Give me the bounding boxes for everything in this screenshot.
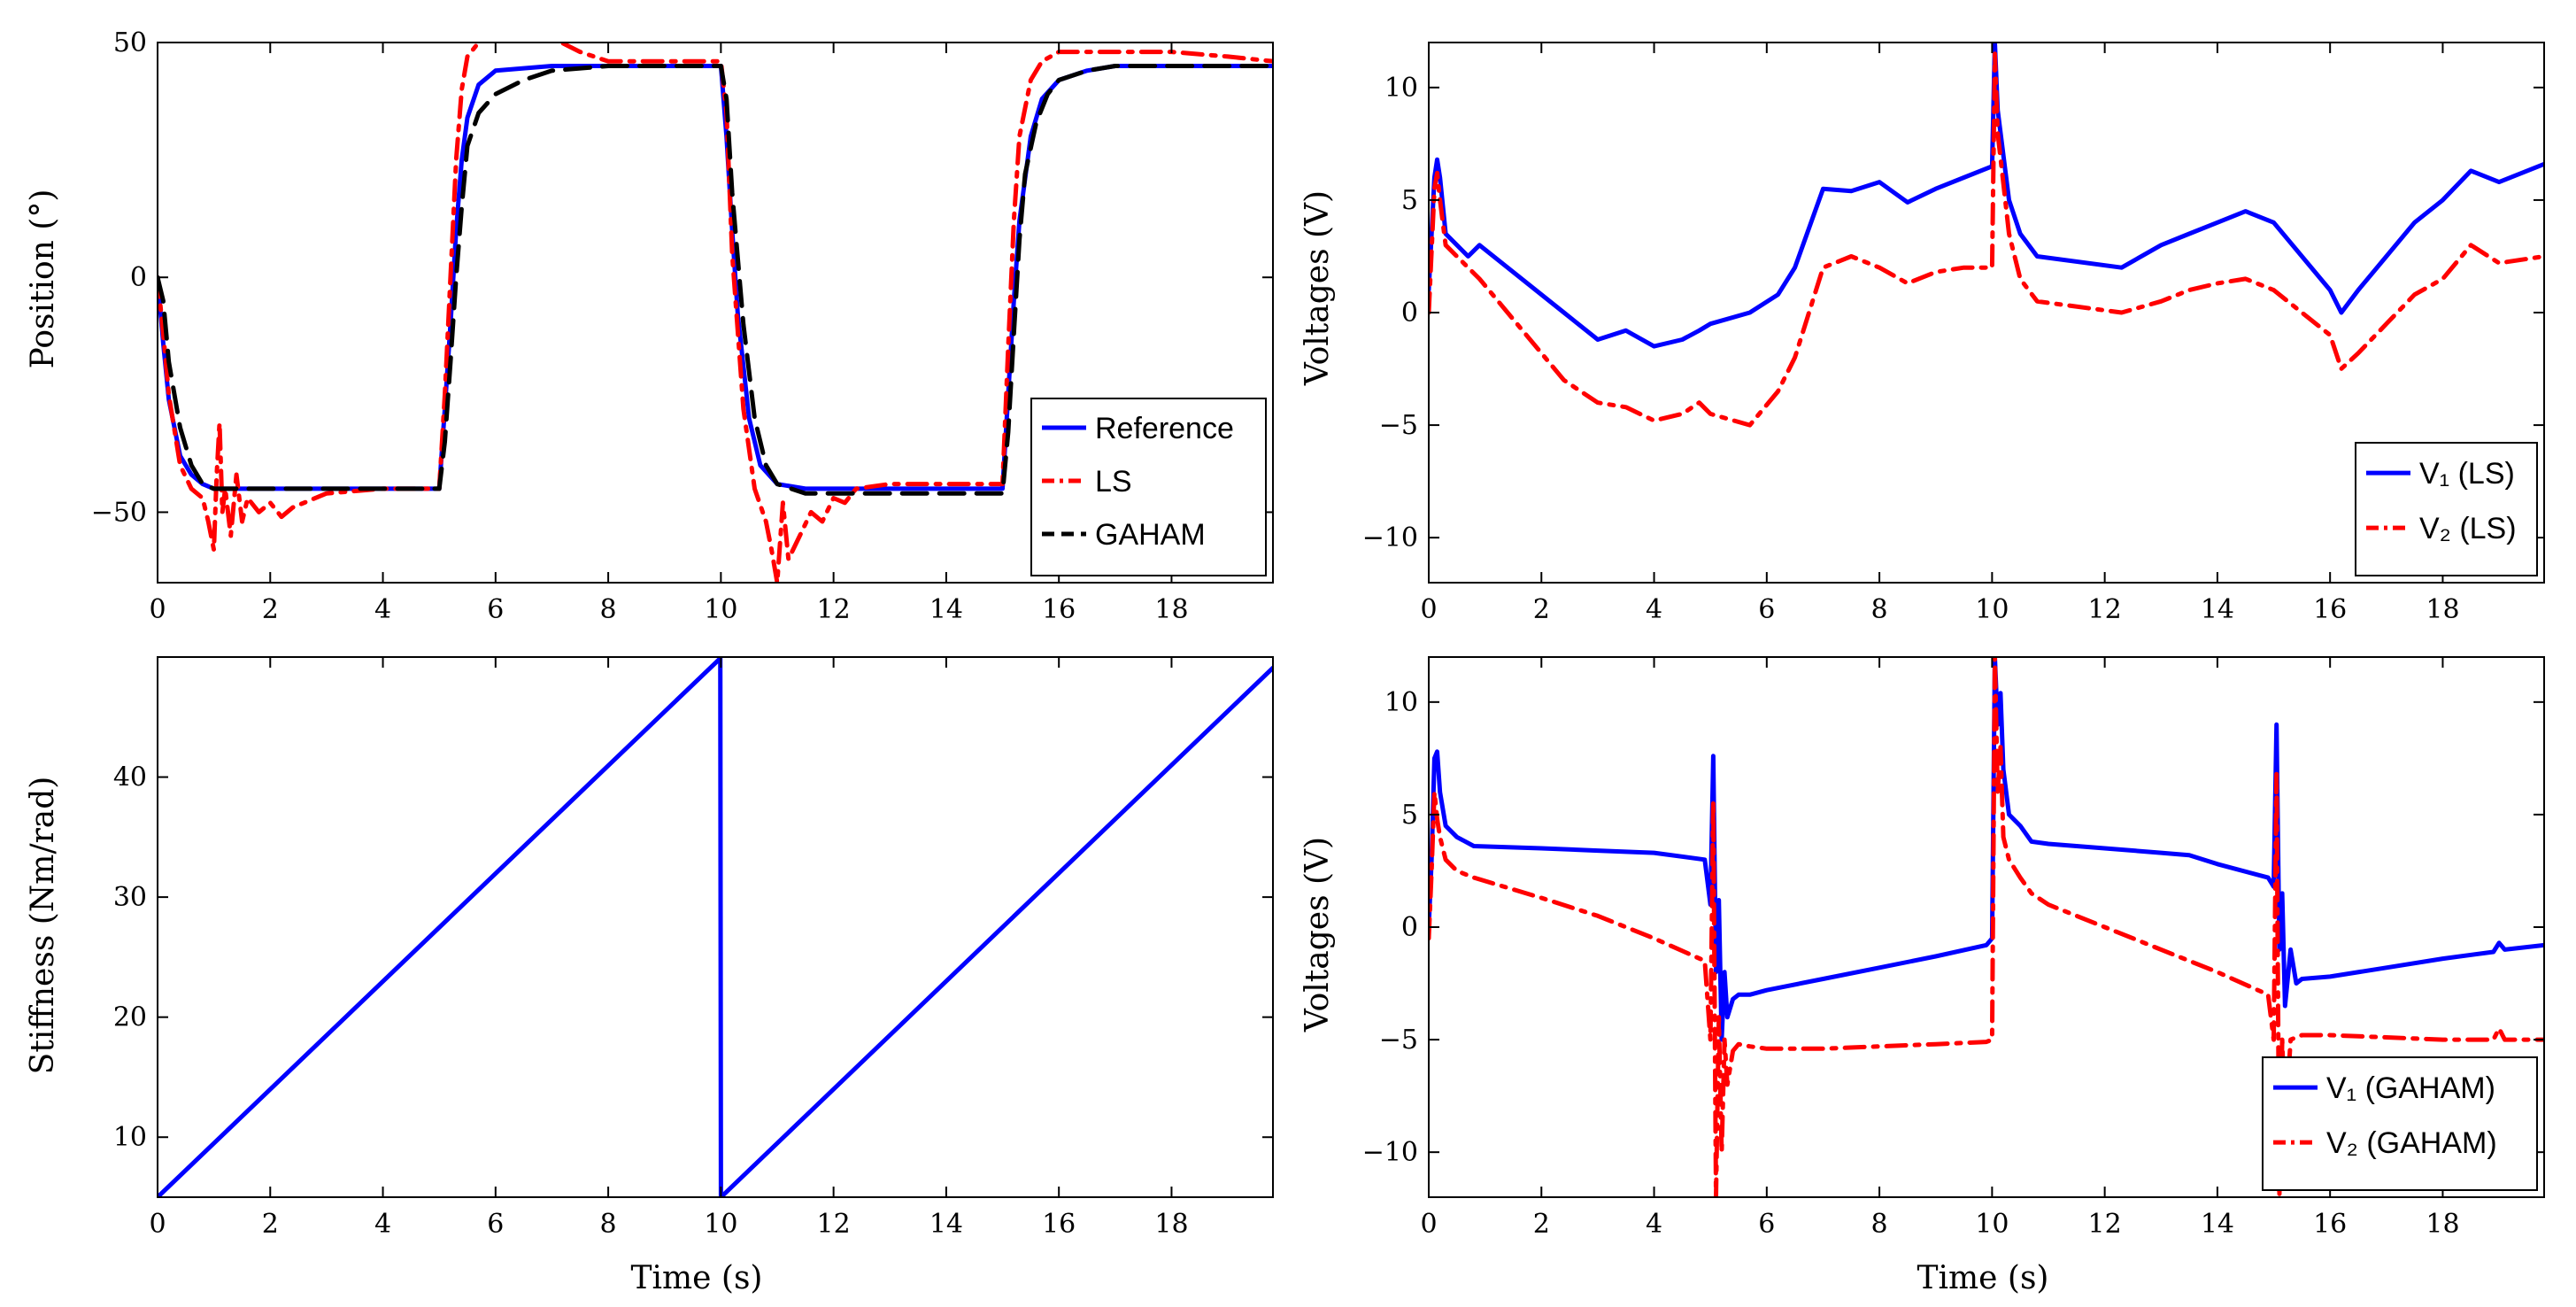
y-tick-label: −10	[1362, 522, 1418, 553]
x-tick-label: 4	[374, 594, 391, 625]
x-tick-label: 14	[929, 1209, 963, 1240]
x-tick-label: 8	[600, 594, 617, 625]
x-tick-label: 2	[1533, 594, 1550, 625]
legend-label: GAHAM	[1095, 518, 1206, 552]
x-tick-label: 4	[1646, 594, 1662, 625]
plot-area	[158, 43, 1273, 583]
y-tick-label: 10	[1384, 73, 1418, 104]
xlabel: Time (s)	[1917, 1260, 2049, 1296]
x-tick-label: 12	[817, 1209, 851, 1240]
x-tick-label: 10	[1975, 1209, 2009, 1240]
x-tick-label: 16	[2313, 594, 2347, 625]
legend: V₁ (GAHAM) V₂ (GAHAM)	[2262, 1056, 2538, 1191]
ylabel: Position (°)	[25, 189, 61, 369]
y-tick-label: 30	[113, 882, 147, 913]
x-tick-label: 6	[487, 1209, 504, 1240]
x-tick-label: 14	[2201, 594, 2234, 625]
x-tick-label: 6	[1758, 594, 1775, 625]
y-tick-label: 10	[113, 1122, 147, 1153]
x-tick-label: 0	[149, 1209, 166, 1240]
legend-label: V₁ (LS)	[2419, 457, 2515, 491]
x-tick-label: 2	[1533, 1209, 1550, 1240]
plot-area	[1429, 43, 2544, 428]
x-tick-label: 12	[2088, 1209, 2122, 1240]
panel-stiffness: Stiffness (Nm/rad) Time (s) 0 2 4 6 8 10 12 14 1…	[25, 656, 1274, 1296]
series-line-0	[1429, 657, 2544, 1042]
y-tick-label: 20	[113, 1002, 147, 1033]
x-tick-label: 18	[2426, 594, 2459, 625]
y-tick-label: 50	[113, 27, 147, 58]
plot-area	[158, 657, 1273, 1197]
x-tick-label: 8	[1871, 594, 1888, 625]
y-tick-label: 0	[130, 262, 147, 293]
legend-label: Reference	[1095, 412, 1234, 445]
x-tick-label: 6	[1758, 1209, 1775, 1240]
x-tick-label: 18	[1154, 594, 1188, 625]
axes-frame	[157, 656, 1274, 1198]
ylabel: Voltages (V)	[1300, 837, 1336, 1032]
y-tick-label: 5	[1401, 800, 1418, 831]
panel-voltages-ls: Voltages (V) 0 2 4 6 8 10 12 14 16 18 −10 −5 0 5 10 V₁ …	[1300, 42, 2545, 625]
x-tick-label: 16	[2313, 1209, 2347, 1240]
x-tick-label: 12	[817, 594, 851, 625]
x-tick-label: 8	[600, 1209, 617, 1240]
series-line-1	[1429, 51, 2544, 428]
y-tick-label: 0	[1401, 912, 1418, 943]
x-tick-label: 2	[262, 594, 279, 625]
x-tick-label: 16	[1042, 594, 1076, 625]
x-tick-label: 10	[1975, 594, 2009, 625]
series-line-0	[158, 657, 1273, 1197]
x-tick-label: 18	[2426, 1209, 2459, 1240]
x-tick-label: 18	[1154, 1209, 1188, 1240]
y-tick-label: 5	[1401, 185, 1418, 216]
x-tick-label: 8	[1871, 1209, 1888, 1240]
x-tick-label: 10	[704, 594, 737, 625]
legend: Reference LS GAHAM	[1030, 398, 1267, 576]
panel-position: Position (°) 0 2 4 6 8 10 12 14 16 18 −50 0 50 Refere…	[25, 27, 1274, 625]
x-tick-label: 4	[374, 1209, 391, 1240]
series-line-0	[1429, 43, 2544, 349]
y-tick-label: 0	[1401, 298, 1418, 329]
legend-label: V₂ (LS)	[2419, 512, 2517, 545]
x-tick-label: 2	[262, 1209, 279, 1240]
xlabel: Time (s)	[631, 1260, 763, 1296]
legend-label: V₂ (GAHAM)	[2326, 1126, 2497, 1160]
axes-frame	[157, 42, 1274, 584]
ylabel: Stiffness (Nm/rad)	[25, 777, 61, 1075]
series-line-2	[158, 64, 1273, 496]
x-tick-label: 16	[1042, 1209, 1076, 1240]
x-tick-label: 6	[487, 594, 504, 625]
panel-voltages-gaham: Voltages (V) Time (s) 0 2 4 6 8 10 12 14 16 18 −10…	[1300, 656, 2545, 1296]
legend-label: LS	[1095, 465, 1132, 499]
legend: V₁ (LS) V₂ (LS)	[2355, 442, 2538, 576]
legend-label: V₁ (GAHAM)	[2326, 1071, 2495, 1105]
y-tick-label: −10	[1362, 1137, 1418, 1168]
x-tick-label: 14	[929, 594, 963, 625]
y-tick-label: −50	[91, 497, 147, 528]
x-tick-label: 12	[2088, 594, 2122, 625]
x-tick-label: 4	[1646, 1209, 1662, 1240]
y-tick-label: 40	[113, 762, 147, 793]
x-tick-label: 0	[1420, 594, 1437, 625]
x-tick-label: 14	[2201, 1209, 2234, 1240]
y-tick-label: −5	[1379, 1025, 1418, 1056]
x-tick-label: 0	[149, 594, 166, 625]
x-tick-label: 10	[704, 1209, 737, 1240]
y-tick-label: −5	[1379, 410, 1418, 441]
ylabel: Voltages (V)	[1300, 190, 1336, 386]
y-tick-label: 10	[1384, 687, 1418, 718]
x-tick-label: 0	[1420, 1209, 1437, 1240]
